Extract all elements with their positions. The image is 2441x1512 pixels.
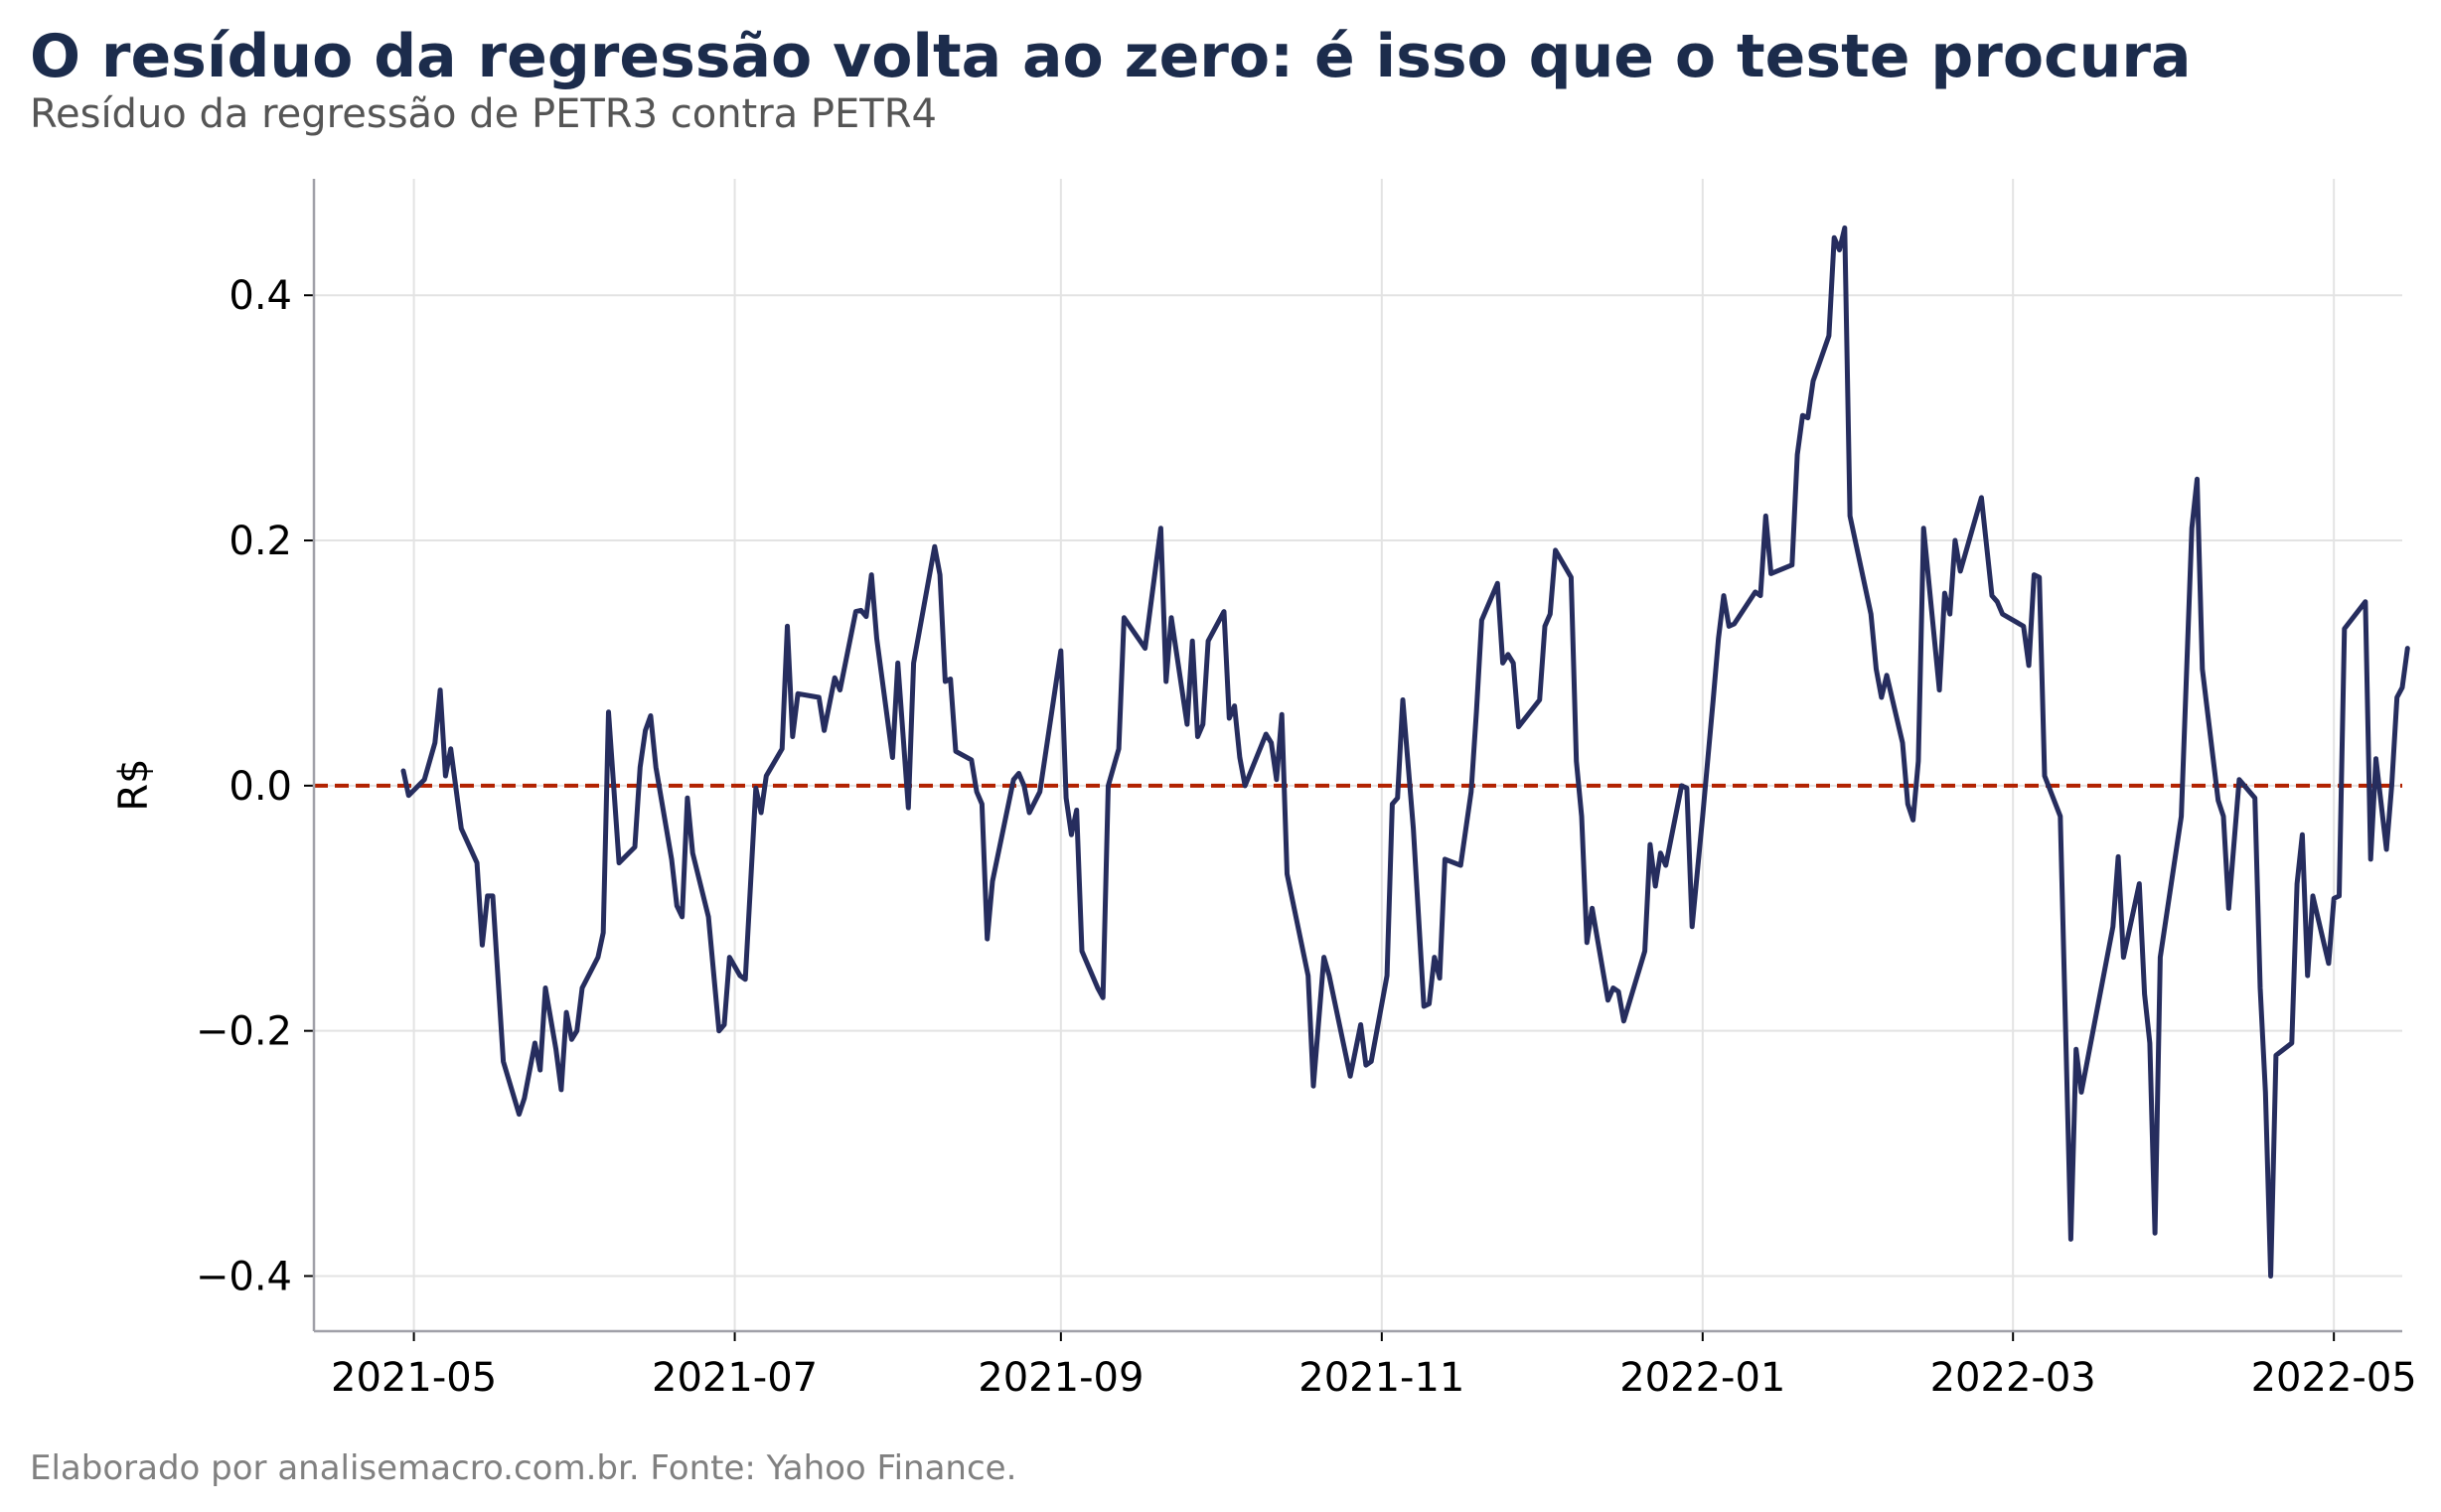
y-axis-label: R$: [111, 758, 157, 811]
x-tick-label: 2021-07: [652, 1355, 818, 1401]
source-note: Elaborado por analisemacro.com.br. Fonte…: [30, 1448, 1017, 1488]
grid-layer: [314, 179, 2402, 1331]
x-tick-label: 2022-05: [2251, 1355, 2417, 1401]
x-tick-label: 2022-03: [1930, 1355, 2096, 1401]
y-tick-label: −0.4: [196, 1254, 292, 1299]
axis-layer: 0.4 0.2 0.0 −0.2 −0.4 2021-05 2021-07 2021-09 20…: [196, 179, 2417, 1401]
series-layer: [400, 225, 2410, 1279]
y-tick-label: 0.0: [229, 764, 292, 810]
y-tick-label: 0.4: [229, 273, 292, 319]
y-tick-label: −0.2: [196, 1009, 292, 1055]
chart-title: O resíduo da regressão volta ao zero: é …: [30, 22, 2192, 91]
residual-series-line: [400, 225, 2410, 1279]
x-tick-label: 2021-09: [978, 1355, 1144, 1401]
x-tick-label: 2021-11: [1298, 1355, 1464, 1401]
y-tick-label: 0.2: [229, 519, 292, 564]
x-tick-label: 2021-05: [331, 1355, 497, 1401]
chart-subtitle: Resíduo da regressão de PETR3 contra PET…: [30, 91, 937, 137]
x-tick-label: 2022-01: [1619, 1355, 1785, 1401]
